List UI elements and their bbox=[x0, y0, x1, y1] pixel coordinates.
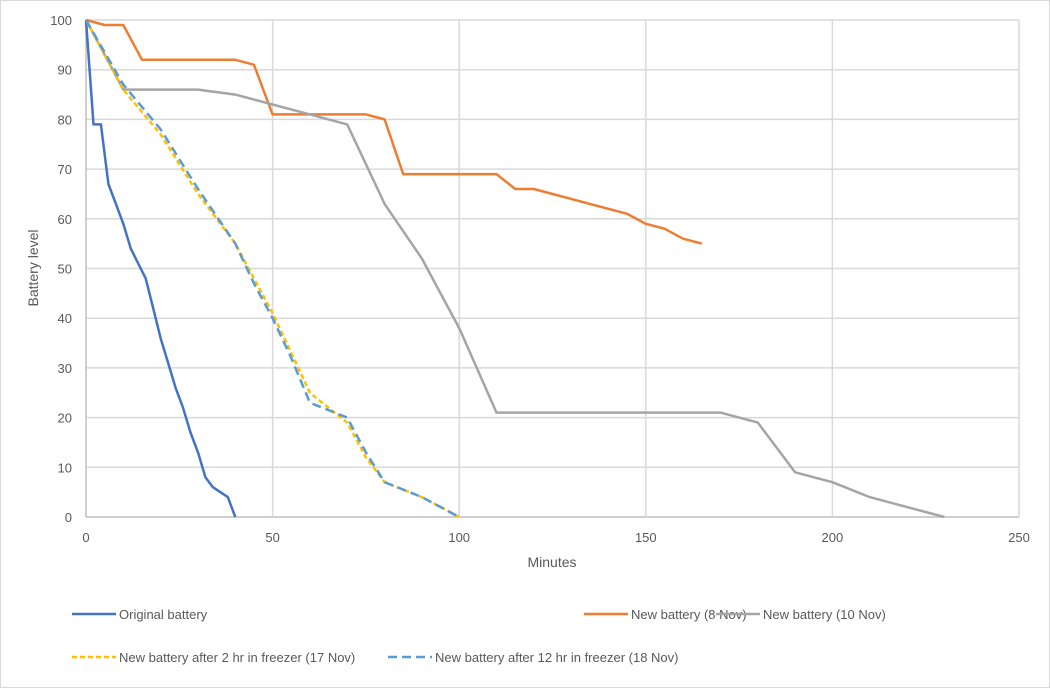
y-tick-label: 70 bbox=[58, 162, 72, 177]
y-tick-label: 40 bbox=[58, 311, 72, 326]
legend-item: New battery (8 Nov) bbox=[584, 607, 747, 622]
series-line-1 bbox=[84, 19, 237, 518]
y-axis-title: Battery level bbox=[25, 229, 41, 306]
y-tick-label: 30 bbox=[58, 361, 72, 376]
legend-item: New battery (10 Nov) bbox=[716, 607, 886, 622]
gridlines bbox=[85, 19, 1020, 518]
x-tick-label: 100 bbox=[448, 530, 470, 545]
y-tick-label: 10 bbox=[58, 460, 72, 475]
series-line-5 bbox=[84, 19, 460, 519]
series-line-4 bbox=[84, 19, 460, 519]
y-tick-label: 20 bbox=[58, 411, 72, 426]
series-line-2 bbox=[85, 18, 703, 245]
x-axis-title: Minutes bbox=[527, 554, 576, 570]
legend-label: New battery (8 Nov) bbox=[631, 607, 747, 622]
legend-label: New battery after 2 hr in freezer (17 No… bbox=[119, 650, 355, 665]
legend-label: New battery (10 Nov) bbox=[763, 607, 886, 622]
y-tick-label: 60 bbox=[58, 212, 72, 227]
legend-item: New battery after 12 hr in freezer (18 N… bbox=[388, 650, 679, 665]
y-axis-ticks: 0 10 20 30 40 50 60 70 80 90 100 bbox=[50, 13, 72, 525]
x-tick-label: 0 bbox=[82, 530, 89, 545]
data-series bbox=[84, 18, 945, 519]
legend-label: New battery after 12 hr in freezer (18 N… bbox=[435, 650, 679, 665]
x-tick-label: 250 bbox=[1008, 530, 1030, 545]
x-tick-label: 50 bbox=[265, 530, 279, 545]
x-tick-label: 150 bbox=[635, 530, 657, 545]
legend-item: New battery after 2 hr in freezer (17 No… bbox=[72, 650, 355, 665]
legend: Original battery New battery (8 Nov) New b… bbox=[72, 607, 886, 665]
legend-label: Original battery bbox=[119, 607, 208, 622]
legend-item: Original battery bbox=[72, 607, 208, 622]
y-tick-label: 100 bbox=[50, 13, 72, 28]
x-tick-label: 200 bbox=[822, 530, 844, 545]
x-axis-ticks: 0 50 100 150 200 250 bbox=[82, 530, 1029, 545]
y-tick-label: 90 bbox=[58, 63, 72, 78]
y-tick-label: 50 bbox=[58, 262, 72, 277]
y-tick-label: 80 bbox=[58, 112, 72, 127]
series-line-3 bbox=[84, 19, 945, 519]
y-tick-label: 0 bbox=[65, 510, 72, 525]
